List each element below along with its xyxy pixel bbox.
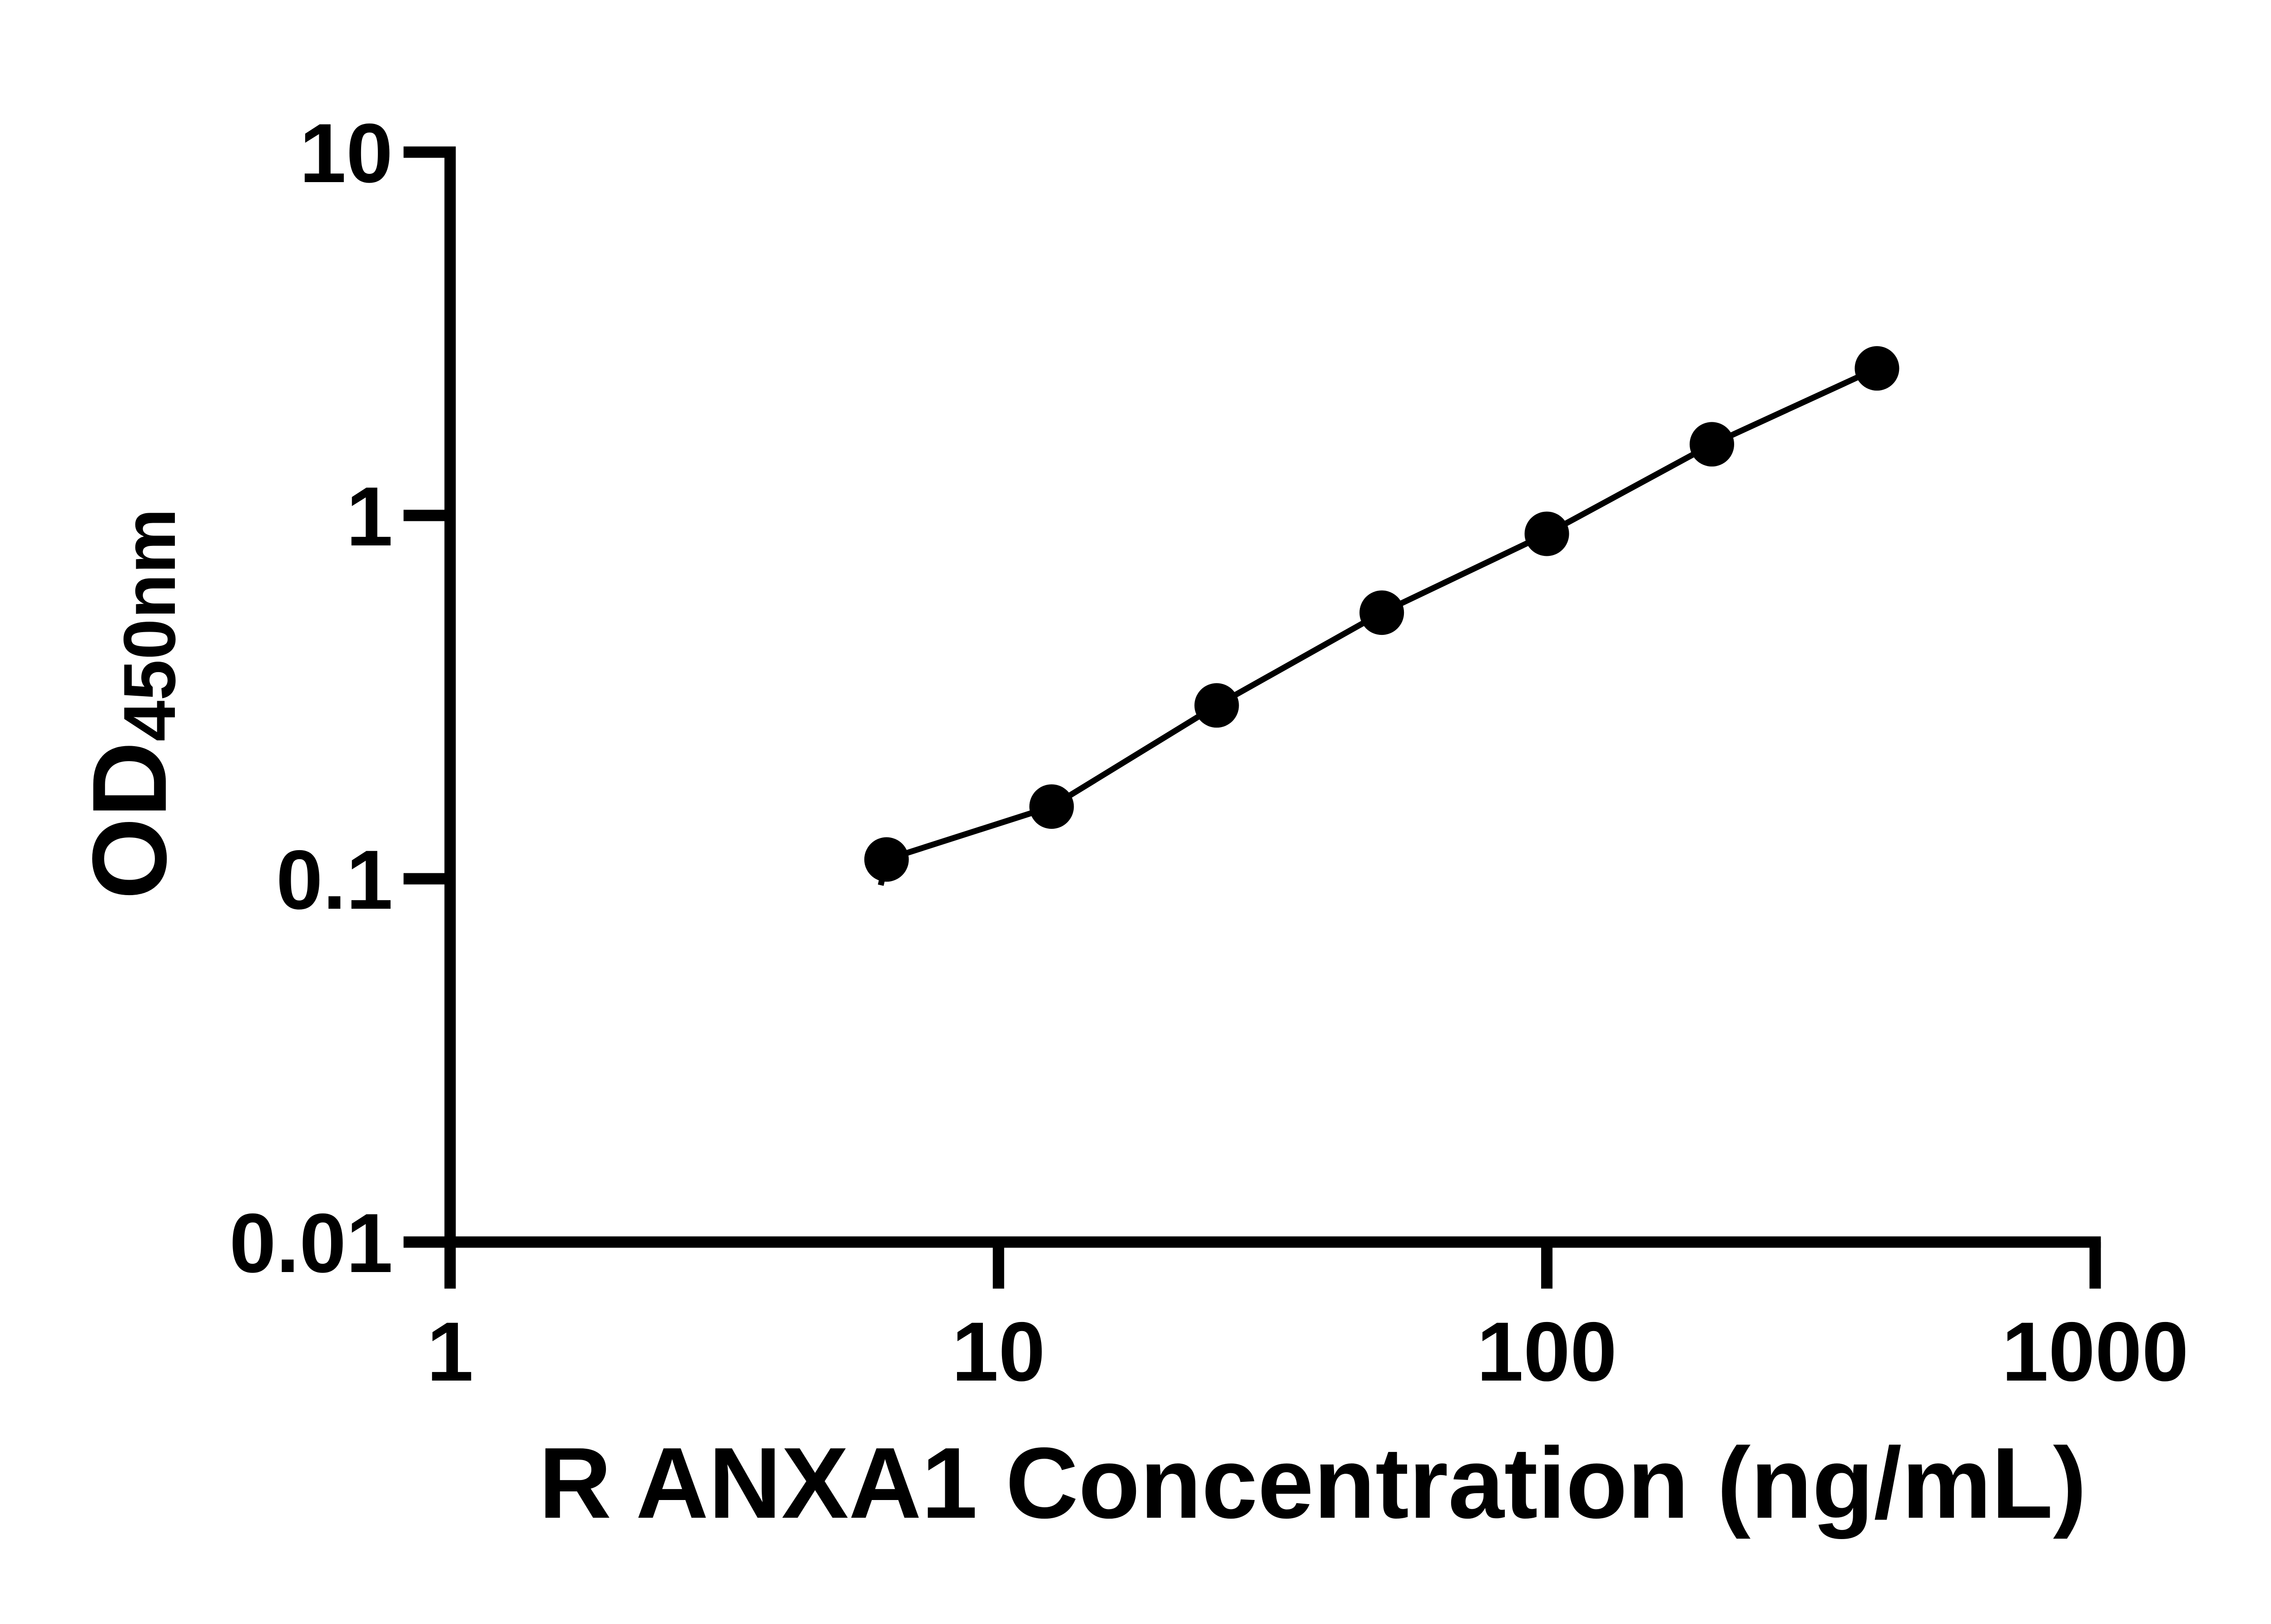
y-axis-title-subscript: 450nm — [109, 508, 191, 742]
data-point — [1524, 511, 1569, 556]
data-point — [1194, 683, 1239, 728]
data-point — [1690, 422, 1735, 467]
data-point — [864, 837, 909, 882]
y-tick-label-10: 10 — [299, 106, 393, 200]
y-tick-label-0.1: 0.1 — [276, 833, 393, 927]
y-tick-label-1: 1 — [346, 470, 393, 564]
y-axis-title-main: OD — [71, 741, 188, 900]
y-axis-title: OD 450nm — [71, 386, 223, 1022]
data-point — [1029, 784, 1074, 829]
x-tick-label-100: 100 — [1477, 1305, 1617, 1399]
x-tick-label-1: 1 — [426, 1305, 474, 1399]
fit-line — [878, 366, 1879, 886]
x-axis-title: R ANXA1 Concentration (ng/mL) — [538, 1427, 2087, 1540]
data-point — [1359, 590, 1404, 635]
data-point — [1854, 346, 1899, 391]
y-tick-label-0.01: 0.01 — [229, 1196, 393, 1290]
x-tick-label-10: 10 — [952, 1305, 1046, 1399]
x-tick-label-1000: 1000 — [2002, 1305, 2189, 1399]
